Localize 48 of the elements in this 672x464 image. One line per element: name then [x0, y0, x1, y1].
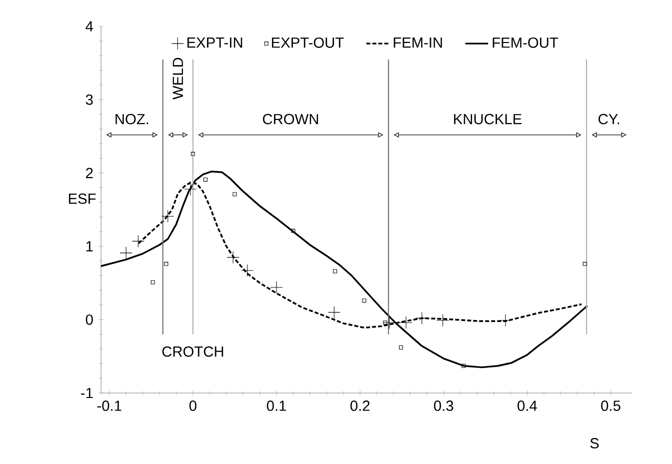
x-axis-title: S — [590, 438, 599, 448]
point — [436, 314, 450, 327]
y-tick-label: 3 — [86, 94, 93, 105]
annotation: CY. — [598, 114, 620, 124]
legend-label: FEM-IN — [394, 38, 442, 48]
legend-label: EXPT-OUT — [272, 37, 344, 48]
annotation: NOZ. — [116, 114, 148, 124]
point — [270, 281, 283, 294]
y-tick-label: -1 — [81, 388, 93, 398]
x-tick-label: 0.2 — [350, 400, 370, 411]
y-tick-label: 1 — [86, 241, 93, 252]
point — [132, 234, 144, 248]
point — [328, 306, 340, 319]
annotation: WELD — [172, 58, 183, 100]
legend-label: FEM-OUT — [492, 37, 558, 48]
point — [240, 264, 254, 277]
annotation: CROWN — [262, 114, 318, 124]
point — [362, 298, 366, 303]
point — [162, 210, 174, 223]
x-tick-label: 0.5 — [601, 400, 620, 411]
x-tick-label: 0.3 — [434, 400, 454, 411]
point — [120, 246, 132, 260]
y-tick-label: 0 — [86, 314, 93, 325]
x-tick-label: -0.1 — [97, 400, 122, 411]
legend-label: EXPT-IN — [187, 38, 242, 48]
point — [582, 262, 587, 266]
y-tick-label: 4 — [86, 21, 94, 32]
annotation: KNUCKLE — [454, 114, 522, 124]
y-axis-title: ESF — [68, 193, 96, 204]
point — [399, 346, 404, 350]
point — [332, 269, 337, 274]
point — [190, 152, 195, 156]
point — [291, 228, 296, 233]
x-tick-label: 0.1 — [266, 400, 286, 411]
point — [462, 364, 466, 368]
x-tick-label: 0 — [189, 400, 196, 411]
point — [184, 182, 197, 196]
point — [400, 316, 412, 329]
point — [232, 192, 237, 196]
point — [499, 314, 512, 327]
point — [164, 262, 168, 266]
ref-line-label: CROTCH — [162, 346, 224, 357]
point — [150, 280, 155, 284]
point — [383, 316, 396, 329]
x-tick-label: 0.4 — [518, 400, 537, 411]
point — [226, 251, 240, 264]
point — [203, 178, 208, 182]
y-tick-label: 2 — [86, 168, 93, 178]
